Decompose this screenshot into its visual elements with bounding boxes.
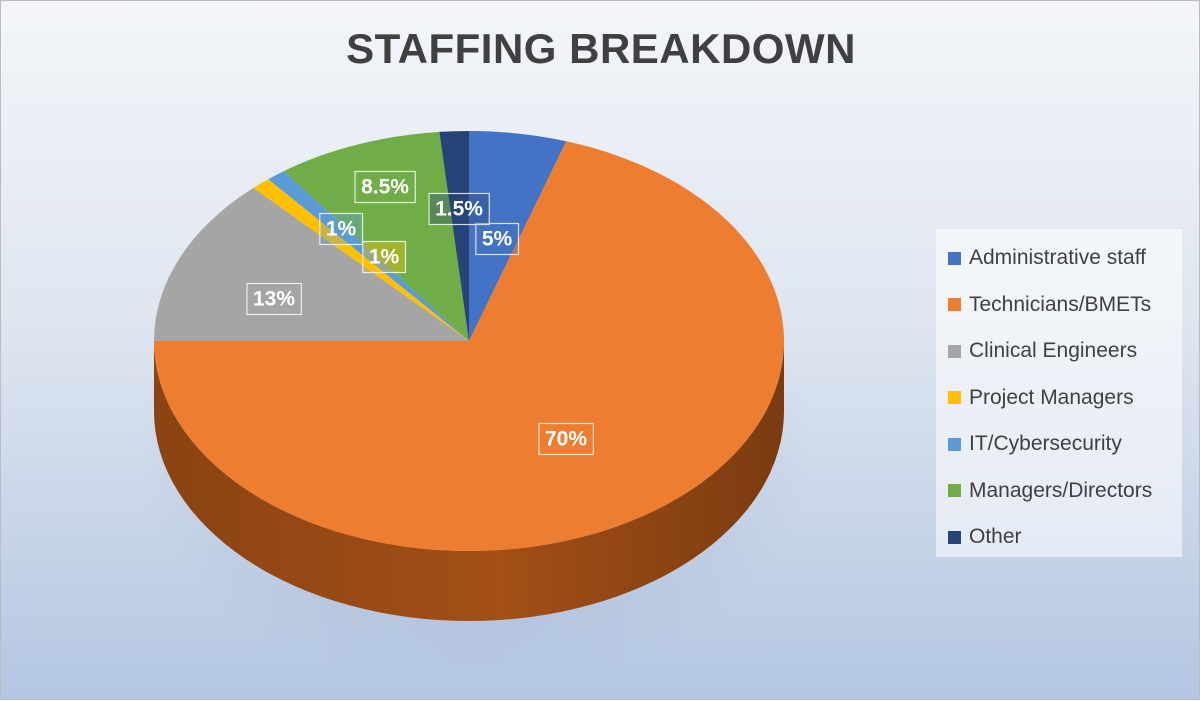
legend-swatch <box>948 298 961 312</box>
data-label: 5% <box>475 222 520 256</box>
data-label: 13% <box>246 282 302 316</box>
pie-slice <box>268 171 469 341</box>
data-label-text: 8.5% <box>361 176 409 199</box>
legend-swatch <box>948 344 961 358</box>
data-label: 1% <box>362 240 407 274</box>
legend-label: Other <box>969 525 1022 549</box>
pie-slice <box>469 131 567 341</box>
data-label-box <box>475 222 520 256</box>
legend-item: Other <box>948 514 1182 561</box>
pie-slice-side-shade <box>154 341 784 621</box>
data-label: 1% <box>319 212 364 246</box>
legend-item: Managers/Directors <box>948 468 1182 515</box>
data-label-box <box>428 192 490 226</box>
pie-slice <box>439 131 469 341</box>
data-label-box <box>362 240 407 274</box>
chart-title: STAFFING BREAKDOWN <box>346 25 856 72</box>
legend-swatch <box>948 530 961 544</box>
legend-label: Administrative staff <box>969 246 1147 270</box>
pie-slice <box>154 187 469 341</box>
pie-slice <box>154 141 785 552</box>
pie-slice <box>253 179 469 341</box>
legend-label: IT/Cybersecurity <box>969 432 1122 456</box>
legend-item: Project Managers <box>948 375 1182 422</box>
data-label-box <box>319 212 364 246</box>
pie-slice <box>283 131 469 341</box>
data-label: 70% <box>538 422 594 456</box>
data-label: 1.5% <box>428 192 490 226</box>
legend-label: Clinical Engineers <box>969 339 1138 363</box>
legend-label: Technicians/BMETs <box>969 292 1152 316</box>
data-label-text: 1.5% <box>435 198 483 221</box>
legend-swatch <box>948 437 961 451</box>
chart-legend: Administrative staff Technicians/BMETs Cli… <box>936 229 1182 557</box>
legend-label: Managers/Directors <box>969 478 1153 502</box>
data-label-text: 5% <box>482 228 513 251</box>
legend-item: IT/Cybersecurity <box>948 421 1182 468</box>
legend-label: Project Managers <box>969 385 1134 409</box>
legend-swatch <box>948 251 961 265</box>
legend-item: Technicians/BMETs <box>948 282 1182 329</box>
data-label-text: 1% <box>326 218 357 241</box>
data-label-text: 13% <box>253 288 295 311</box>
legend-swatch <box>948 484 961 498</box>
data-label-text: 1% <box>369 246 400 269</box>
legend-item: Clinical Engineers <box>948 328 1182 375</box>
data-label-box <box>538 422 594 456</box>
legend-item: Administrative staff <box>948 235 1182 282</box>
data-label-text: 70% <box>545 428 587 451</box>
data-label-box <box>246 282 302 316</box>
data-label: 8.5% <box>354 170 416 204</box>
legend-swatch <box>948 391 961 405</box>
data-label-box <box>354 170 416 204</box>
